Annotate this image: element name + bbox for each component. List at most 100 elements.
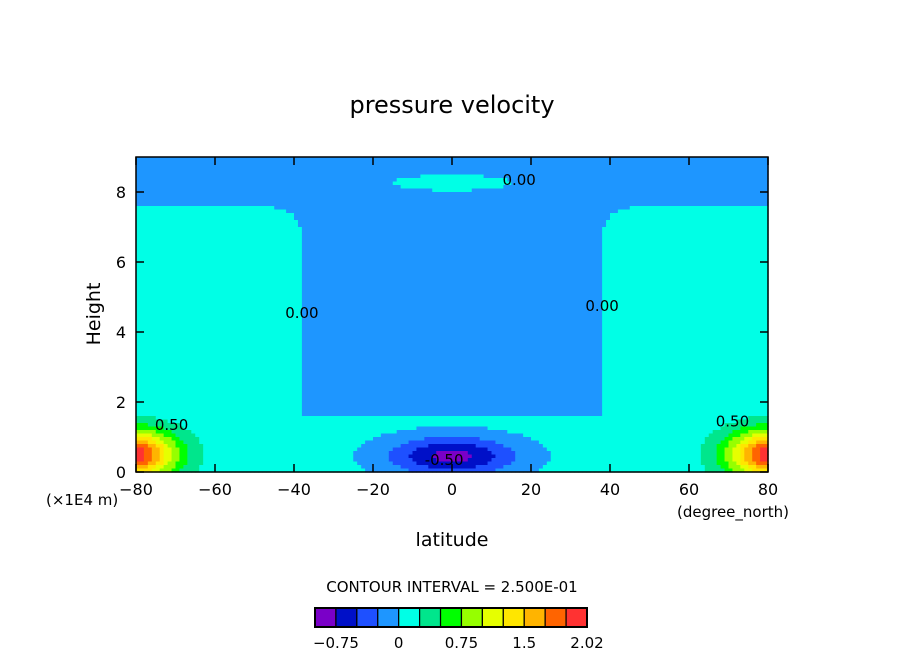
field-cell — [463, 164, 469, 169]
field-cell — [203, 171, 208, 176]
field-cell — [558, 199, 564, 204]
field-cell — [151, 185, 157, 190]
field-cell — [242, 234, 248, 239]
field-cell — [404, 167, 410, 172]
field-cell — [373, 185, 378, 190]
field-cell — [345, 258, 350, 263]
field-cell — [653, 216, 658, 221]
field-cell — [578, 227, 583, 232]
field-cell — [764, 258, 769, 263]
field-cell — [704, 248, 710, 253]
field-cell — [677, 258, 682, 263]
field-cell — [720, 244, 726, 249]
field-cell — [752, 220, 757, 225]
field-cell — [412, 213, 418, 218]
field-cell — [139, 202, 145, 207]
field-cell — [669, 164, 674, 169]
field-cell — [290, 234, 295, 239]
field-cell — [392, 195, 398, 200]
field-cell — [621, 220, 627, 225]
field-cell — [373, 188, 378, 193]
field-cell — [471, 164, 477, 169]
field-cell — [408, 195, 414, 200]
field-cell — [463, 237, 469, 242]
field-cell — [455, 195, 461, 200]
field-cell — [290, 241, 295, 246]
field-cell — [511, 223, 516, 228]
field-cell — [199, 255, 204, 260]
field-cell — [388, 230, 394, 235]
field-cell — [621, 209, 627, 214]
field-cell — [448, 174, 453, 179]
field-cell — [384, 199, 390, 204]
field-cell — [179, 241, 184, 246]
field-cell — [483, 167, 489, 172]
field-cell — [708, 188, 714, 193]
field-cell — [400, 244, 406, 249]
field-cell — [349, 230, 354, 235]
field-cell — [637, 185, 643, 190]
field-cell — [633, 171, 639, 176]
field-cell — [546, 202, 552, 207]
field-cell — [373, 223, 378, 228]
field-cell — [380, 195, 386, 200]
field-cell — [163, 199, 169, 204]
field-cell — [404, 199, 410, 204]
field-cell — [610, 220, 615, 225]
field-cell — [179, 178, 184, 183]
field-cell — [515, 237, 520, 242]
field-cell — [720, 248, 726, 253]
field-cell — [748, 209, 753, 214]
field-cell — [183, 251, 188, 256]
field-cell — [325, 188, 331, 193]
field-cell — [222, 255, 228, 260]
field-cell — [712, 185, 718, 190]
field-cell — [234, 192, 240, 197]
field-cell — [369, 174, 374, 179]
field-cell — [744, 209, 749, 214]
field-cell — [353, 174, 358, 179]
field-cell — [436, 216, 441, 221]
field-cell — [629, 227, 635, 232]
field-cell — [681, 251, 686, 256]
field-cell — [673, 237, 678, 242]
field-cell — [139, 157, 145, 162]
field-cell — [357, 171, 362, 176]
field-cell — [633, 199, 639, 204]
field-cell — [558, 220, 564, 225]
field-cell — [151, 234, 157, 239]
field-cell — [191, 167, 196, 172]
field-cell — [590, 202, 595, 207]
field-cell — [266, 241, 271, 246]
field-cell — [696, 195, 702, 200]
field-cell — [455, 167, 461, 172]
field-cell — [250, 167, 256, 172]
field-cell — [376, 241, 382, 246]
field-cell — [305, 195, 311, 200]
field-cell — [483, 234, 489, 239]
field-cell — [531, 241, 536, 246]
field-cell — [452, 234, 457, 239]
field-cell — [349, 206, 354, 211]
field-cell — [428, 185, 433, 190]
field-cell — [558, 157, 564, 162]
field-cell — [424, 157, 429, 162]
field-cell — [673, 178, 678, 183]
field-cell — [586, 174, 591, 179]
field-cell — [195, 202, 200, 207]
field-cell — [613, 174, 619, 179]
field-cell — [404, 234, 410, 239]
field-cell — [444, 251, 449, 256]
field-cell — [270, 251, 275, 256]
field-cell — [444, 248, 449, 253]
field-cell — [503, 185, 508, 190]
field-cell — [369, 171, 374, 176]
field-cell — [428, 181, 433, 186]
field-cell — [278, 223, 283, 228]
field-cell — [242, 241, 248, 246]
field-cell — [764, 157, 769, 162]
field-cell — [392, 213, 398, 218]
field-cell — [550, 248, 556, 253]
field-cell — [207, 244, 212, 249]
field-cell — [732, 206, 737, 211]
